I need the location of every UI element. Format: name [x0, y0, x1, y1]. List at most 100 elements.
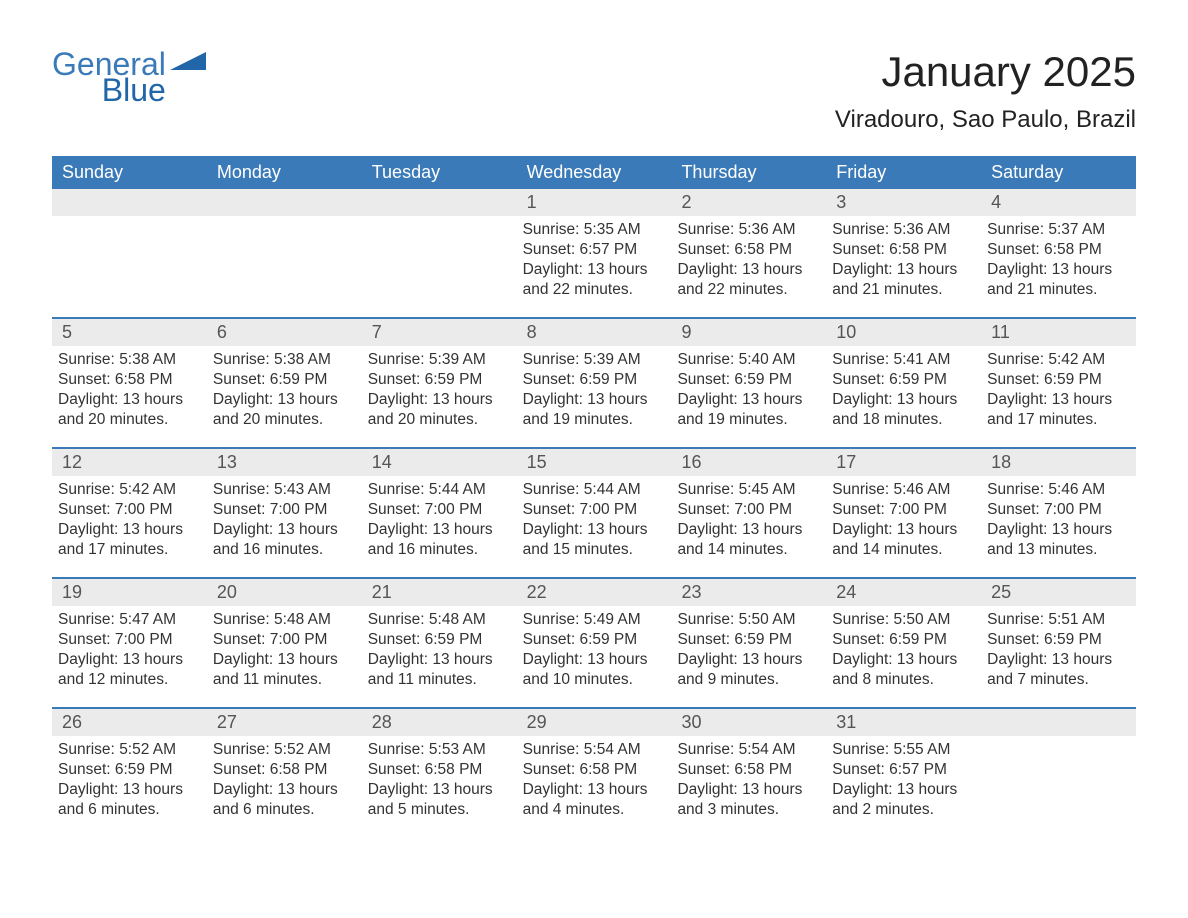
- sunrise-label: Sunrise:: [368, 611, 425, 628]
- sunrise-label: Sunrise:: [987, 351, 1044, 368]
- sunrise-line: Sunrise: 5:43 AM: [213, 480, 356, 500]
- sunset-label: Sunset:: [677, 241, 730, 258]
- day-cell: 27Sunrise: 5:52 AMSunset: 6:58 PMDayligh…: [207, 709, 362, 837]
- sunset-value: 7:00 PM: [889, 501, 947, 518]
- daylight-label: Daylight:: [523, 781, 583, 798]
- daylight-line: Daylight: 13 hours and 3 minutes.: [677, 780, 820, 820]
- day-number: 28: [362, 709, 517, 736]
- day-cell: [207, 189, 362, 317]
- day-number: 17: [826, 449, 981, 476]
- daylight-label: Daylight:: [677, 521, 737, 538]
- sunset-value: 6:59 PM: [425, 631, 483, 648]
- weekday-header-row: SundayMondayTuesdayWednesdayThursdayFrid…: [52, 156, 1136, 189]
- daylight-line: Daylight: 13 hours and 6 minutes.: [213, 780, 356, 820]
- sunrise-label: Sunrise:: [832, 221, 889, 238]
- weekday-header: Friday: [826, 156, 981, 189]
- day-number: 21: [362, 579, 517, 606]
- day-number: 22: [517, 579, 672, 606]
- sunrise-label: Sunrise:: [213, 351, 270, 368]
- sunrise-line: Sunrise: 5:54 AM: [677, 740, 820, 760]
- day-cell: 20Sunrise: 5:48 AMSunset: 7:00 PMDayligh…: [207, 579, 362, 707]
- daylight-label: Daylight:: [523, 261, 583, 278]
- day-cell: [981, 709, 1136, 837]
- header: General Blue January 2025 Viradouro, Sao…: [52, 48, 1136, 134]
- sunrise-label: Sunrise:: [523, 481, 580, 498]
- sunset-label: Sunset:: [677, 371, 730, 388]
- sunrise-value: 5:50 AM: [893, 611, 950, 628]
- sunset-line: Sunset: 6:59 PM: [677, 370, 820, 390]
- daylight-label: Daylight:: [213, 651, 273, 668]
- daylight-label: Daylight:: [832, 261, 892, 278]
- sunrise-line: Sunrise: 5:51 AM: [987, 610, 1130, 630]
- sunset-label: Sunset:: [368, 631, 421, 648]
- day-content: Sunrise: 5:39 AMSunset: 6:59 PMDaylight:…: [517, 346, 672, 439]
- day-cell: 24Sunrise: 5:50 AMSunset: 6:59 PMDayligh…: [826, 579, 981, 707]
- daylight-label: Daylight:: [523, 651, 583, 668]
- day-number: 29: [517, 709, 672, 736]
- sunrise-line: Sunrise: 5:52 AM: [213, 740, 356, 760]
- week-row: 12Sunrise: 5:42 AMSunset: 7:00 PMDayligh…: [52, 447, 1136, 577]
- sunset-line: Sunset: 6:58 PM: [368, 760, 511, 780]
- daylight-label: Daylight:: [677, 391, 737, 408]
- sunrise-value: 5:53 AM: [429, 741, 486, 758]
- day-cell: 9Sunrise: 5:40 AMSunset: 6:59 PMDaylight…: [671, 319, 826, 447]
- sunrise-label: Sunrise:: [677, 481, 734, 498]
- week-row: 19Sunrise: 5:47 AMSunset: 7:00 PMDayligh…: [52, 577, 1136, 707]
- sunset-value: 6:59 PM: [579, 631, 637, 648]
- day-content: Sunrise: 5:50 AMSunset: 6:59 PMDaylight:…: [826, 606, 981, 699]
- sunrise-line: Sunrise: 5:44 AM: [368, 480, 511, 500]
- sunset-line: Sunset: 7:00 PM: [213, 630, 356, 650]
- sunset-line: Sunset: 7:00 PM: [368, 500, 511, 520]
- daylight-label: Daylight:: [987, 521, 1047, 538]
- sunrise-value: 5:38 AM: [274, 351, 331, 368]
- day-number: 2: [671, 189, 826, 216]
- daylight-label: Daylight:: [987, 261, 1047, 278]
- sunrise-value: 5:43 AM: [274, 481, 331, 498]
- sunrise-label: Sunrise:: [987, 221, 1044, 238]
- daylight-line: Daylight: 13 hours and 21 minutes.: [832, 260, 975, 300]
- sunset-label: Sunset:: [213, 631, 266, 648]
- day-cell: 12Sunrise: 5:42 AMSunset: 7:00 PMDayligh…: [52, 449, 207, 577]
- sunset-line: Sunset: 6:58 PM: [58, 370, 201, 390]
- sunrise-line: Sunrise: 5:48 AM: [368, 610, 511, 630]
- sunset-line: Sunset: 7:00 PM: [523, 500, 666, 520]
- sunset-line: Sunset: 7:00 PM: [987, 500, 1130, 520]
- daylight-label: Daylight:: [832, 781, 892, 798]
- week-row: 26Sunrise: 5:52 AMSunset: 6:59 PMDayligh…: [52, 707, 1136, 837]
- sunrise-label: Sunrise:: [832, 741, 889, 758]
- sunrise-label: Sunrise:: [677, 221, 734, 238]
- sunset-value: 6:59 PM: [270, 371, 328, 388]
- daylight-label: Daylight:: [677, 261, 737, 278]
- day-content: Sunrise: 5:38 AMSunset: 6:59 PMDaylight:…: [207, 346, 362, 439]
- daylight-line: Daylight: 13 hours and 18 minutes.: [832, 390, 975, 430]
- sunrise-line: Sunrise: 5:47 AM: [58, 610, 201, 630]
- sunset-label: Sunset:: [523, 371, 576, 388]
- sunrise-label: Sunrise:: [58, 611, 115, 628]
- sunset-value: 6:59 PM: [425, 371, 483, 388]
- daylight-line: Daylight: 13 hours and 15 minutes.: [523, 520, 666, 560]
- sunset-value: 6:59 PM: [1044, 371, 1102, 388]
- day-number: 9: [671, 319, 826, 346]
- sunset-label: Sunset:: [523, 631, 576, 648]
- sunrise-label: Sunrise:: [368, 481, 425, 498]
- sunset-line: Sunset: 6:58 PM: [677, 760, 820, 780]
- sunset-line: Sunset: 6:59 PM: [987, 370, 1130, 390]
- sunset-line: Sunset: 6:57 PM: [832, 760, 975, 780]
- sunset-value: 7:00 PM: [115, 501, 173, 518]
- day-content: Sunrise: 5:40 AMSunset: 6:59 PMDaylight:…: [671, 346, 826, 439]
- sunset-label: Sunset:: [987, 501, 1040, 518]
- sunrise-value: 5:47 AM: [119, 611, 176, 628]
- day-cell: 19Sunrise: 5:47 AMSunset: 7:00 PMDayligh…: [52, 579, 207, 707]
- sunrise-value: 5:35 AM: [584, 221, 641, 238]
- daylight-label: Daylight:: [832, 521, 892, 538]
- daylight-line: Daylight: 13 hours and 16 minutes.: [368, 520, 511, 560]
- sunrise-value: 5:48 AM: [274, 611, 331, 628]
- sunrise-label: Sunrise:: [832, 481, 889, 498]
- sunrise-value: 5:44 AM: [429, 481, 486, 498]
- sunset-value: 7:00 PM: [425, 501, 483, 518]
- title-block: January 2025 Viradouro, Sao Paulo, Brazi…: [835, 48, 1136, 134]
- weekday-header: Wednesday: [517, 156, 672, 189]
- day-content: Sunrise: 5:48 AMSunset: 7:00 PMDaylight:…: [207, 606, 362, 699]
- sunset-line: Sunset: 6:59 PM: [677, 630, 820, 650]
- sunset-value: 7:00 PM: [115, 631, 173, 648]
